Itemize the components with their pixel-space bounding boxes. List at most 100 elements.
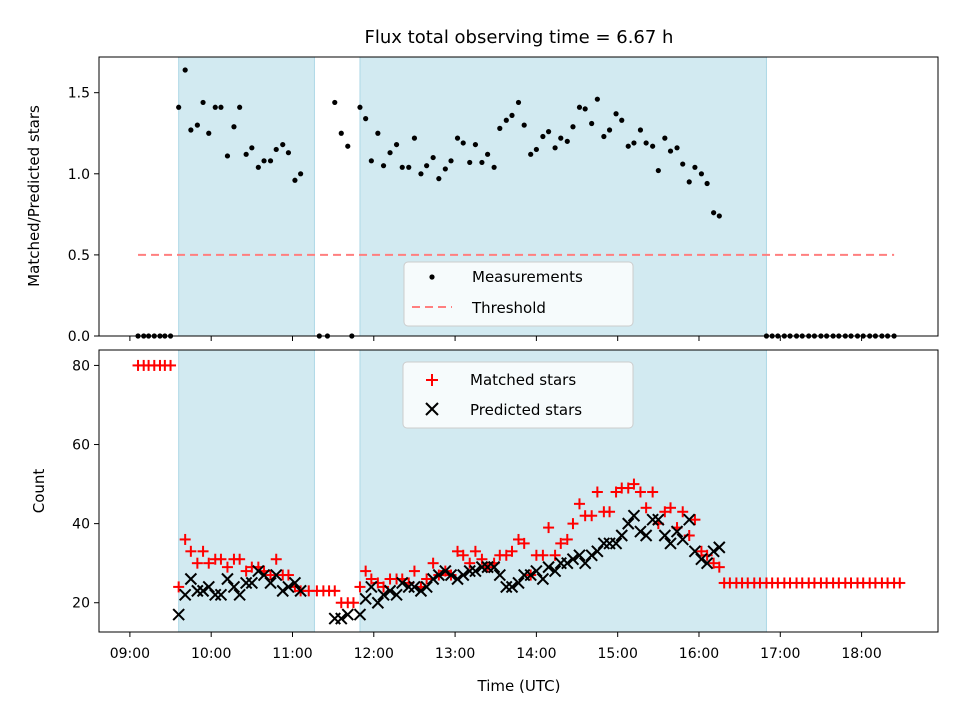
legend-predicted-label: Predicted stars bbox=[470, 401, 582, 419]
matched-star-point bbox=[537, 549, 549, 561]
measurement-point bbox=[643, 140, 649, 146]
legend-predicted-marker bbox=[425, 402, 439, 416]
measurement-point bbox=[711, 210, 717, 216]
predicted-star-point bbox=[561, 556, 574, 570]
legend-matched-marker bbox=[426, 374, 438, 386]
y-tick-label: 0.5 bbox=[68, 248, 90, 264]
predicted-star-point bbox=[184, 572, 198, 586]
y-tick-label: 1.5 bbox=[68, 86, 90, 102]
measurement-point bbox=[521, 122, 527, 128]
predicted-star-point bbox=[573, 549, 586, 562]
measurement-point bbox=[662, 135, 668, 141]
observing-window bbox=[178, 56, 315, 337]
predicted-star-point bbox=[683, 513, 696, 526]
measurement-point bbox=[686, 179, 692, 185]
predicted-star-point bbox=[209, 588, 222, 602]
predicted-star-point bbox=[252, 564, 265, 578]
matched-star-point bbox=[469, 545, 481, 557]
predicted-star-point bbox=[377, 588, 390, 602]
measurement-point bbox=[582, 106, 588, 112]
bottom-y-axis-ticks: 20 40 60 80 bbox=[72, 358, 99, 612]
predicted-star-point bbox=[282, 580, 295, 594]
measurement-point bbox=[261, 158, 267, 164]
matched-star-point bbox=[427, 557, 439, 569]
matched-star-point bbox=[665, 502, 677, 514]
predicted-star-point bbox=[432, 568, 446, 582]
matched-star-point bbox=[677, 506, 689, 518]
measurement-point bbox=[182, 67, 188, 73]
measurement-point bbox=[243, 151, 249, 157]
legend-threshold-label: Threshold bbox=[471, 299, 546, 317]
matched-stars-points bbox=[132, 359, 906, 609]
predicted-star-point bbox=[276, 584, 289, 598]
measurement-point bbox=[533, 146, 539, 153]
measurement-point bbox=[479, 159, 485, 166]
matched-star-point bbox=[628, 478, 640, 490]
legend-measurements-label: Measurements bbox=[472, 268, 583, 286]
predicted-star-point bbox=[341, 608, 354, 621]
measurement-point bbox=[667, 148, 674, 154]
top-legend: Measurements Threshold bbox=[403, 261, 634, 327]
predicted-star-point bbox=[264, 576, 277, 590]
predicted-star-point bbox=[658, 529, 672, 542]
measurement-point bbox=[576, 104, 583, 110]
predicted-star-point bbox=[634, 525, 647, 538]
measurement-point bbox=[472, 141, 479, 148]
predicted-star-point bbox=[536, 572, 550, 586]
x-tick-label: 10:00 bbox=[191, 646, 231, 662]
matched-star-point bbox=[604, 506, 616, 518]
measurement-point bbox=[368, 158, 374, 164]
matched-star-point bbox=[270, 553, 282, 565]
matched-star-point bbox=[500, 549, 512, 561]
matched-star-point bbox=[894, 577, 906, 589]
predicted-star-point bbox=[463, 564, 476, 578]
measurement-point bbox=[280, 141, 286, 148]
predicted-star-point bbox=[505, 580, 519, 594]
predicted-star-point bbox=[700, 556, 714, 570]
matched-star-point bbox=[457, 549, 469, 561]
measurement-point bbox=[436, 176, 442, 182]
predicted-star-point bbox=[196, 584, 210, 598]
y-tick-label: 20 bbox=[72, 596, 90, 612]
matched-star-point bbox=[179, 533, 191, 545]
legend-matched-label: Matched stars bbox=[470, 371, 576, 389]
matched-star-point bbox=[549, 549, 561, 561]
predicted-star-point bbox=[270, 568, 283, 582]
y-tick-label: 0.0 bbox=[68, 329, 90, 345]
predicted-star-point bbox=[294, 584, 307, 598]
predicted-star-point bbox=[227, 580, 241, 594]
bottom-panel: 20 40 60 80 09:00 10:00 11:00 12:00 13:00 14:00 1… bbox=[30, 349, 939, 695]
measurement-point bbox=[650, 143, 656, 149]
matched-star-point bbox=[476, 553, 488, 565]
measurement-point bbox=[212, 104, 218, 110]
x-tick-label: 13:00 bbox=[435, 646, 475, 662]
measurement-point bbox=[545, 129, 552, 135]
matched-star-point bbox=[708, 557, 720, 569]
matched-star-point bbox=[567, 518, 579, 530]
predicted-stars-points bbox=[172, 509, 726, 625]
predicted-star-point bbox=[542, 560, 555, 574]
predicted-star-point bbox=[353, 608, 367, 621]
predicted-star-point bbox=[335, 612, 348, 625]
measurement-point bbox=[442, 166, 448, 172]
x-axis-label: Time (UTC) bbox=[477, 677, 561, 695]
predicted-star-point bbox=[676, 533, 689, 546]
x-tick-label: 09:00 bbox=[110, 646, 150, 662]
predicted-star-point bbox=[566, 553, 580, 566]
x-tick-label: 14:00 bbox=[516, 646, 556, 662]
matched-star-point bbox=[360, 565, 372, 577]
matched-star-point bbox=[347, 597, 359, 609]
measurement-point bbox=[674, 145, 680, 151]
matched-star-point bbox=[573, 498, 585, 510]
top-legend-box bbox=[403, 261, 634, 327]
matched-star-point bbox=[464, 557, 476, 569]
measurement-point bbox=[540, 133, 546, 140]
y-tick-label: 40 bbox=[72, 517, 90, 533]
predicted-star-point bbox=[652, 513, 665, 526]
predicted-star-point bbox=[178, 588, 192, 602]
measurement-point bbox=[399, 164, 405, 170]
matched-star-point bbox=[221, 561, 233, 573]
matched-star-point bbox=[518, 537, 530, 549]
matched-star-point bbox=[513, 533, 524, 545]
measurement-point bbox=[485, 151, 491, 157]
